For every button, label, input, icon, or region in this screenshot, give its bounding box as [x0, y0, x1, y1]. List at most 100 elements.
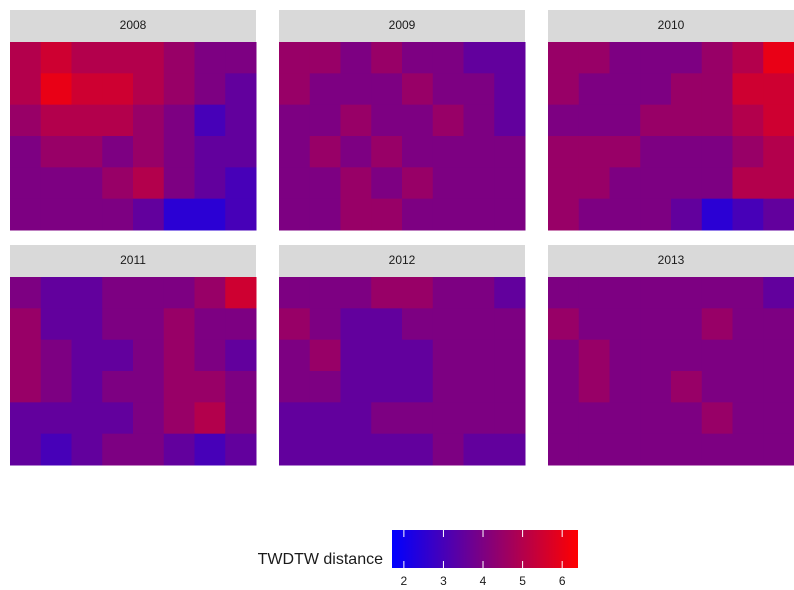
- raster-cell: [133, 433, 165, 466]
- raster-cell: [578, 339, 610, 372]
- raster-cell: [432, 371, 464, 403]
- raster-cell: [163, 339, 195, 372]
- raster-cell: [340, 198, 372, 231]
- raster-cell: [279, 136, 311, 168]
- raster-cell: [640, 198, 672, 231]
- raster-cell: [402, 402, 434, 435]
- raster-cell: [279, 339, 311, 372]
- raster-cell: [494, 371, 526, 403]
- raster-cell: [10, 371, 42, 403]
- raster-cell: [10, 136, 42, 168]
- raster-cell: [194, 198, 226, 231]
- raster-cell: [640, 167, 672, 200]
- raster-cell: [225, 136, 257, 168]
- raster-cell: [432, 402, 464, 435]
- raster-cell: [463, 167, 495, 200]
- raster-cell: [494, 104, 526, 137]
- raster-cell: [71, 308, 103, 341]
- raster-cell: [133, 308, 165, 341]
- raster-cell: [10, 402, 42, 435]
- raster-cell: [102, 136, 134, 168]
- raster-cell: [640, 104, 672, 137]
- colorbar-tick-label: 6: [559, 574, 566, 588]
- raster-cell: [732, 104, 764, 137]
- raster-cell: [10, 198, 42, 231]
- raster-cell: [225, 104, 257, 137]
- raster-cell: [701, 433, 733, 466]
- raster-cell: [640, 42, 672, 74]
- raster-cell: [194, 371, 226, 403]
- raster-cell: [548, 371, 580, 403]
- raster-cell: [402, 198, 434, 231]
- raster-cell: [309, 104, 341, 137]
- raster-cell: [701, 136, 733, 168]
- raster-cell: [548, 73, 580, 106]
- raster-cell: [194, 402, 226, 435]
- raster-cell: [102, 167, 134, 200]
- raster-cell: [432, 104, 464, 137]
- raster-cell: [732, 433, 764, 466]
- raster-cell: [340, 73, 372, 106]
- raster-cell: [432, 198, 464, 231]
- raster-cell: [371, 277, 403, 309]
- raster-cell: [432, 308, 464, 341]
- raster-cell: [71, 104, 103, 137]
- raster-cell: [463, 198, 495, 231]
- raster-cell: [194, 73, 226, 106]
- raster-cell: [402, 104, 434, 137]
- raster-cell: [463, 136, 495, 168]
- raster-cell: [402, 136, 434, 168]
- raster-cell: [279, 167, 311, 200]
- raster-cell: [163, 42, 195, 74]
- raster-cell: [640, 402, 672, 435]
- raster-cell: [671, 167, 703, 200]
- raster-cell: [340, 371, 372, 403]
- raster-cell: [578, 167, 610, 200]
- raster-cell: [671, 104, 703, 137]
- raster-cell: [578, 42, 610, 74]
- raster-cell: [371, 402, 403, 435]
- raster-cell: [163, 371, 195, 403]
- raster-cell: [71, 73, 103, 106]
- raster-cell: [40, 104, 72, 137]
- raster-cell: [371, 104, 403, 137]
- raster-cell: [194, 167, 226, 200]
- raster-cell: [133, 371, 165, 403]
- raster-cell: [309, 308, 341, 341]
- raster-cell: [309, 433, 341, 466]
- raster-cell: [40, 73, 72, 106]
- raster-cell: [163, 167, 195, 200]
- raster-cell: [732, 371, 764, 403]
- raster-cell: [194, 277, 226, 309]
- raster-cell: [432, 433, 464, 466]
- raster-cell: [371, 136, 403, 168]
- raster-cell: [194, 136, 226, 168]
- raster-cell: [71, 402, 103, 435]
- raster-cell: [463, 104, 495, 137]
- raster-cell: [671, 136, 703, 168]
- raster-cell: [40, 308, 72, 341]
- raster-cell: [548, 339, 580, 372]
- raster-cell: [163, 277, 195, 309]
- raster-cell: [671, 308, 703, 341]
- raster-cell: [671, 73, 703, 106]
- facet-title: 2010: [658, 18, 685, 32]
- legend-title: TWDTW distance: [258, 551, 383, 568]
- raster-cell: [10, 339, 42, 372]
- raster-cell: [548, 104, 580, 137]
- raster-cell: [71, 136, 103, 168]
- raster-cell: [701, 308, 733, 341]
- raster-cell: [609, 42, 641, 74]
- facet-title: 2012: [389, 253, 416, 267]
- raster-cell: [10, 167, 42, 200]
- raster-cell: [578, 136, 610, 168]
- raster-cell: [40, 167, 72, 200]
- raster-cell: [432, 277, 464, 309]
- facet-strip: [279, 245, 525, 277]
- raster-cell: [163, 308, 195, 341]
- raster-cell: [309, 402, 341, 435]
- raster-cell: [701, 42, 733, 74]
- raster-cell: [732, 42, 764, 74]
- raster-cell: [609, 308, 641, 341]
- raster-cell: [578, 308, 610, 341]
